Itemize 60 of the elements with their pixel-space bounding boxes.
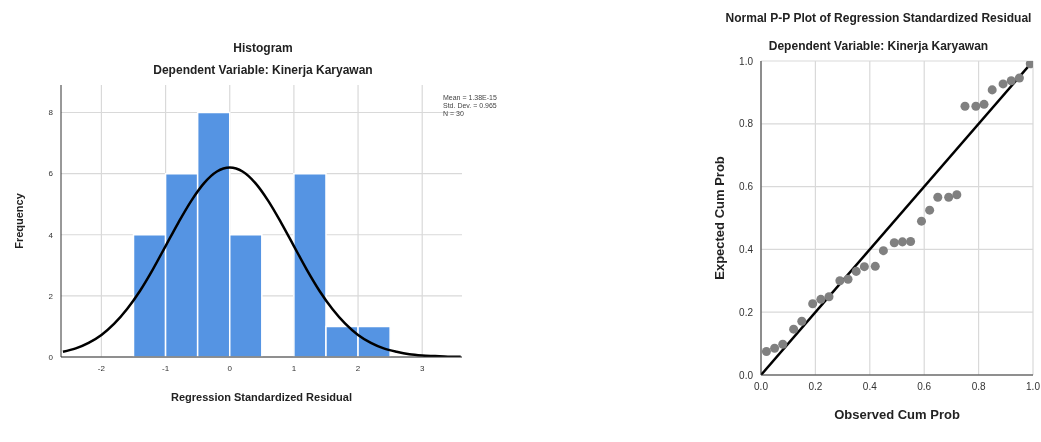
point bbox=[960, 101, 970, 111]
point bbox=[925, 205, 935, 215]
y-tick-label: 2 bbox=[48, 291, 54, 301]
y-tick-label: 0.2 bbox=[739, 306, 754, 318]
point bbox=[778, 339, 788, 349]
point bbox=[971, 101, 981, 111]
x-tick-label: 2 bbox=[355, 363, 361, 373]
y-axis-title: Frequency bbox=[12, 192, 25, 249]
point bbox=[870, 261, 880, 271]
point bbox=[1014, 73, 1024, 83]
y-tick-label: 0.6 bbox=[739, 181, 754, 193]
point bbox=[843, 274, 853, 284]
x-axis-title: Observed Cum Prob bbox=[834, 407, 960, 422]
point bbox=[824, 292, 834, 302]
y-tick-label: 8 bbox=[48, 108, 54, 118]
point bbox=[859, 262, 869, 272]
point bbox=[808, 299, 818, 309]
chart-title: Histogram bbox=[232, 40, 294, 57]
y-tick-label: 4 bbox=[48, 230, 54, 240]
point bbox=[770, 343, 780, 353]
point bbox=[1006, 76, 1016, 86]
y-tick-label: 6 bbox=[48, 169, 54, 179]
x-tick-label: 0 bbox=[227, 363, 233, 373]
chart-subtitle: Dependent Variable: Kinerja Karyawan bbox=[152, 62, 374, 79]
point bbox=[1025, 61, 1033, 69]
x-tick-label: 0.8 bbox=[971, 381, 986, 393]
x-tick-label: 0.6 bbox=[917, 381, 932, 393]
point bbox=[944, 192, 954, 202]
point bbox=[851, 266, 861, 276]
point bbox=[816, 294, 826, 304]
x-tick-label: 0.2 bbox=[808, 381, 823, 393]
x-tick-label: 0.4 bbox=[862, 381, 878, 393]
point bbox=[761, 346, 771, 356]
point bbox=[979, 99, 989, 109]
x-tick-label: -2 bbox=[97, 363, 106, 373]
chart-subtitle: Dependent Variable: Kinerja Karyawan bbox=[767, 38, 990, 55]
point bbox=[987, 85, 997, 95]
y-tick-label: 0.4 bbox=[739, 243, 754, 255]
x-tick-label: 1 bbox=[291, 363, 297, 373]
y-axis-title: Expected Cum Prob bbox=[711, 156, 727, 280]
y-tick-label: 1.0 bbox=[739, 55, 754, 67]
x-tick-label: 1.0 bbox=[1026, 381, 1041, 393]
point bbox=[878, 246, 888, 256]
point bbox=[916, 216, 926, 226]
point bbox=[952, 190, 962, 200]
point bbox=[933, 192, 943, 202]
point bbox=[789, 324, 799, 334]
point bbox=[835, 276, 845, 286]
point bbox=[998, 79, 1008, 89]
y-tick-label: 0.8 bbox=[739, 118, 754, 130]
point bbox=[889, 238, 899, 248]
point bbox=[797, 316, 807, 326]
x-tick-label: 0.0 bbox=[754, 381, 769, 393]
y-tick-label: 0 bbox=[48, 352, 54, 362]
x-axis-title: Regression Standardized Residual bbox=[171, 391, 352, 403]
chart-title: Normal P-P Plot of Regression Standardized Residual bbox=[724, 10, 1033, 27]
point bbox=[897, 237, 907, 247]
point bbox=[906, 237, 916, 247]
x-tick-label: 3 bbox=[419, 363, 425, 373]
x-tick-label: -1 bbox=[162, 363, 170, 373]
